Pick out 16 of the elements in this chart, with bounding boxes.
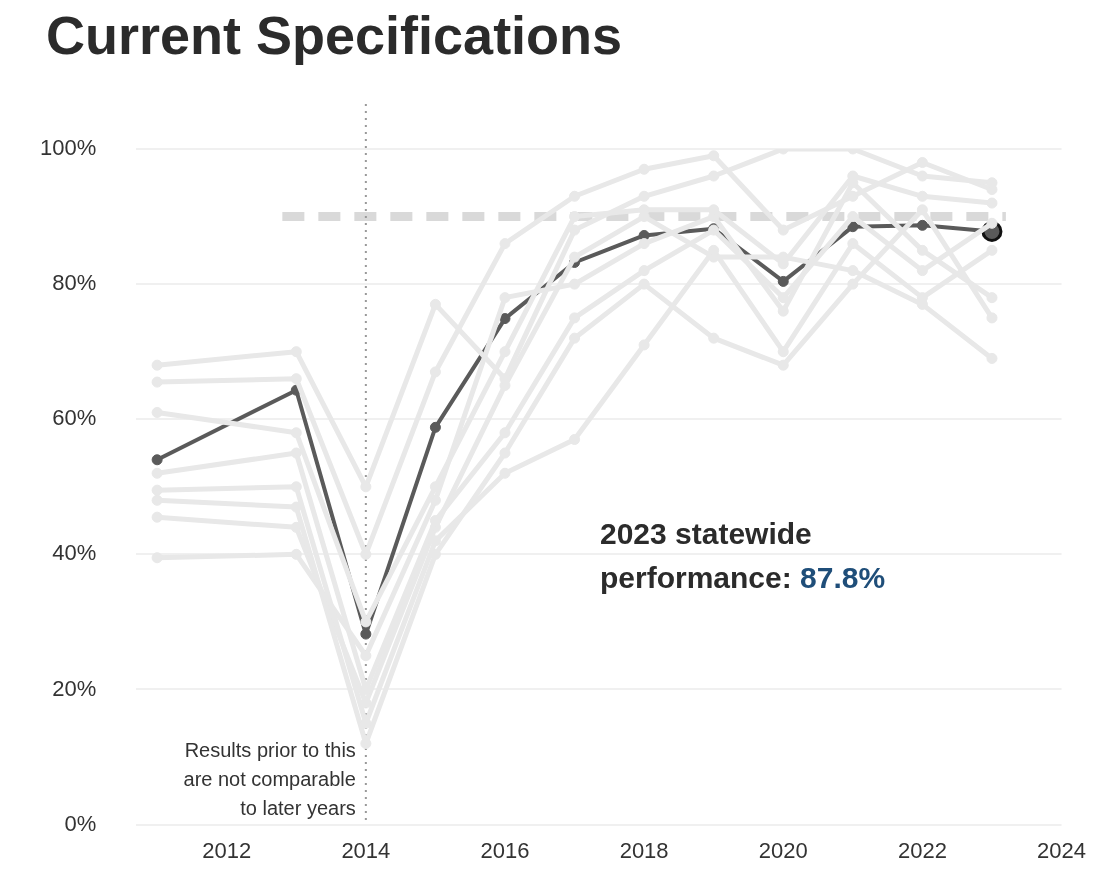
ref-line-label: Results prior to this are not comparable to later years xyxy=(183,738,356,819)
x-tick-label: 2016 xyxy=(480,837,530,863)
y-tick-label: 80% xyxy=(52,270,97,296)
x-tick-label: 2022 xyxy=(897,837,947,863)
x-tick-label: 2014 xyxy=(341,837,391,863)
y-tick-label: 60% xyxy=(52,405,97,431)
y-tick-label: 0% xyxy=(64,810,97,836)
x-tick-label: 2018 xyxy=(619,837,669,863)
y-tick-label: 40% xyxy=(52,540,97,566)
y-tick-label: 20% xyxy=(52,675,97,701)
x-tick-label: 2012 xyxy=(202,837,252,863)
x-tick-label: 2020 xyxy=(758,837,808,863)
annotation: 2023 statewide performance: 87.8% xyxy=(600,517,886,594)
x-tick-label: 2024 xyxy=(1037,837,1087,863)
chart-title: Current Specifications xyxy=(46,4,623,66)
y-tick-label: 100% xyxy=(39,135,97,161)
